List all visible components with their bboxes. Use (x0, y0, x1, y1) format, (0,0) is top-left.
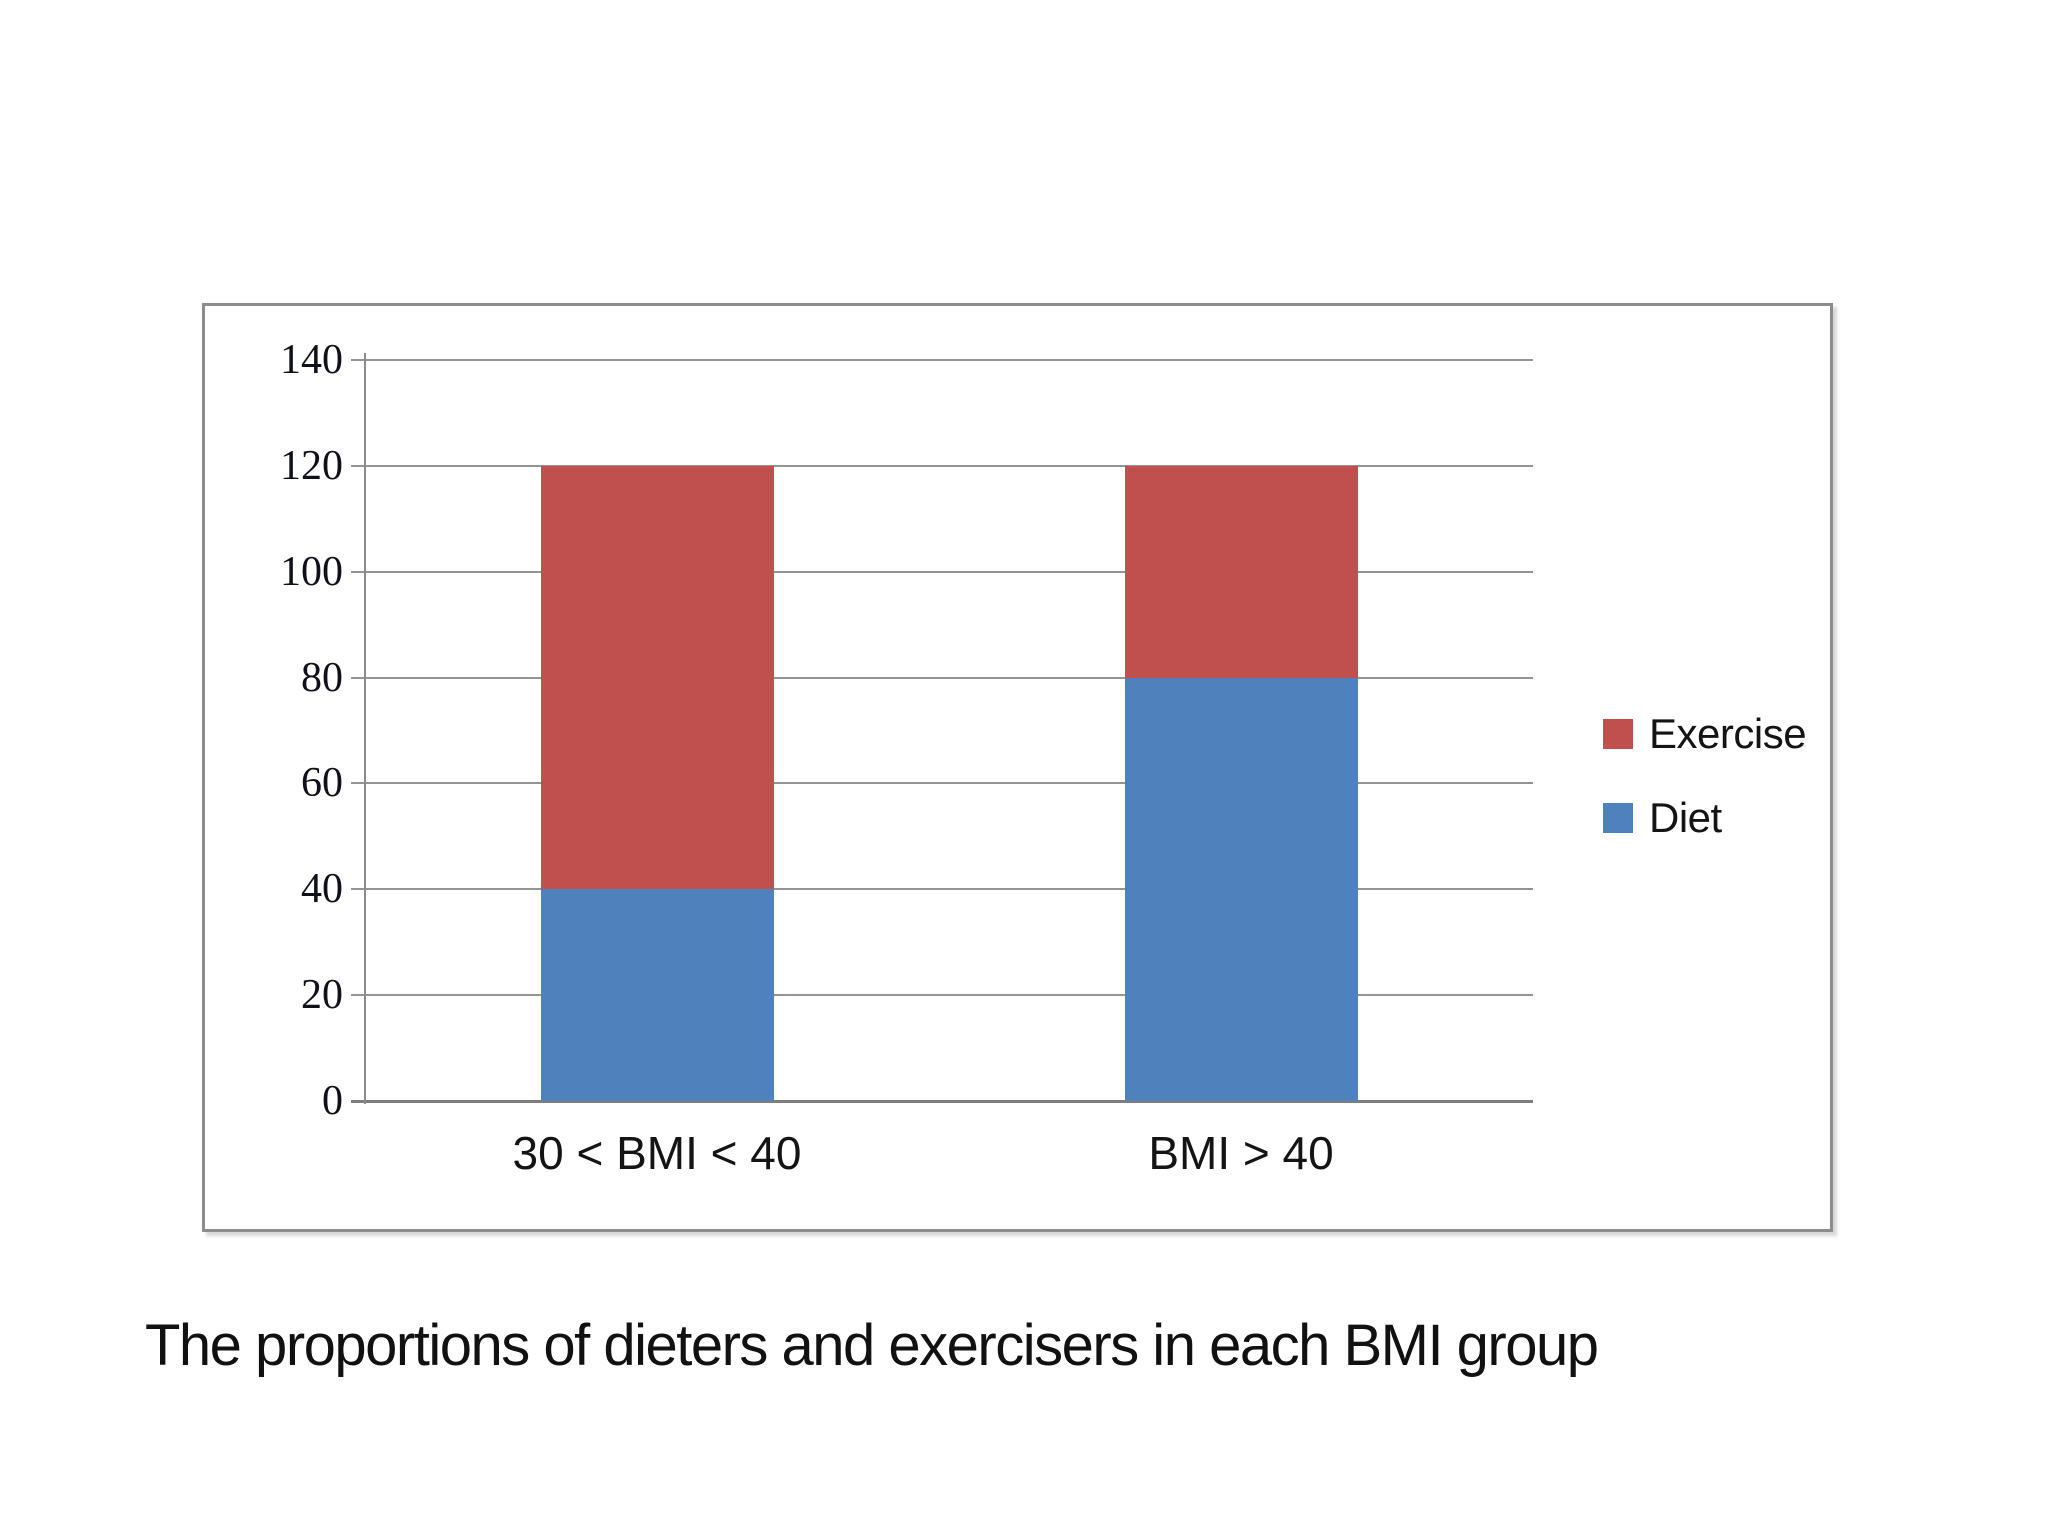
gridline-y-20 (351, 994, 1533, 997)
plot-area: 140 120 100 80 60 40 20 0 30 < BMI < 40 BMI > 40 E… (205, 306, 1830, 1229)
legend-item-diet: Diet (1603, 794, 1722, 841)
gridline-y-120 (351, 464, 1533, 467)
y-tick-label: 120 (280, 442, 343, 489)
y-tick-label: 40 (301, 866, 343, 913)
y-tick-label: 140 (280, 337, 343, 383)
legend-item-exercise: Exercise (1603, 710, 1807, 757)
chart-frame: 140 120 100 80 60 40 20 0 30 < BMI < 40 BMI > 40 E… (202, 303, 1833, 1232)
x-category-label: 30 < BMI < 40 (512, 1127, 802, 1179)
legend-label: Diet (1649, 794, 1722, 841)
legend-swatch-exercise (1603, 719, 1633, 749)
legend-label: Exercise (1649, 710, 1807, 757)
legend-swatch-diet (1603, 803, 1633, 833)
bar-exercise-segment (540, 465, 774, 890)
y-tick-label: 20 (301, 972, 343, 1019)
gridline-y-0 (351, 1100, 1533, 1103)
x-category-label: BMI > 40 (1148, 1127, 1334, 1179)
chart-caption: The proportions of dieters and exerciser… (145, 1313, 1599, 1378)
y-tick-label: 0 (322, 1078, 343, 1124)
gridline-y-40 (351, 888, 1533, 891)
y-tick-label: 100 (280, 548, 343, 595)
bar-diet-segment (540, 889, 774, 1101)
gridline-y-60 (351, 782, 1533, 785)
gridline-y-140 (351, 359, 1533, 361)
gridline-y-100 (351, 570, 1533, 573)
bar-diet-segment (1124, 677, 1358, 1101)
y-axis-line (364, 353, 366, 1104)
y-tick-label: 80 (301, 654, 343, 701)
gridline-y-80 (351, 676, 1533, 679)
y-tick-label: 60 (301, 760, 343, 807)
bar-exercise-segment (1124, 465, 1358, 678)
